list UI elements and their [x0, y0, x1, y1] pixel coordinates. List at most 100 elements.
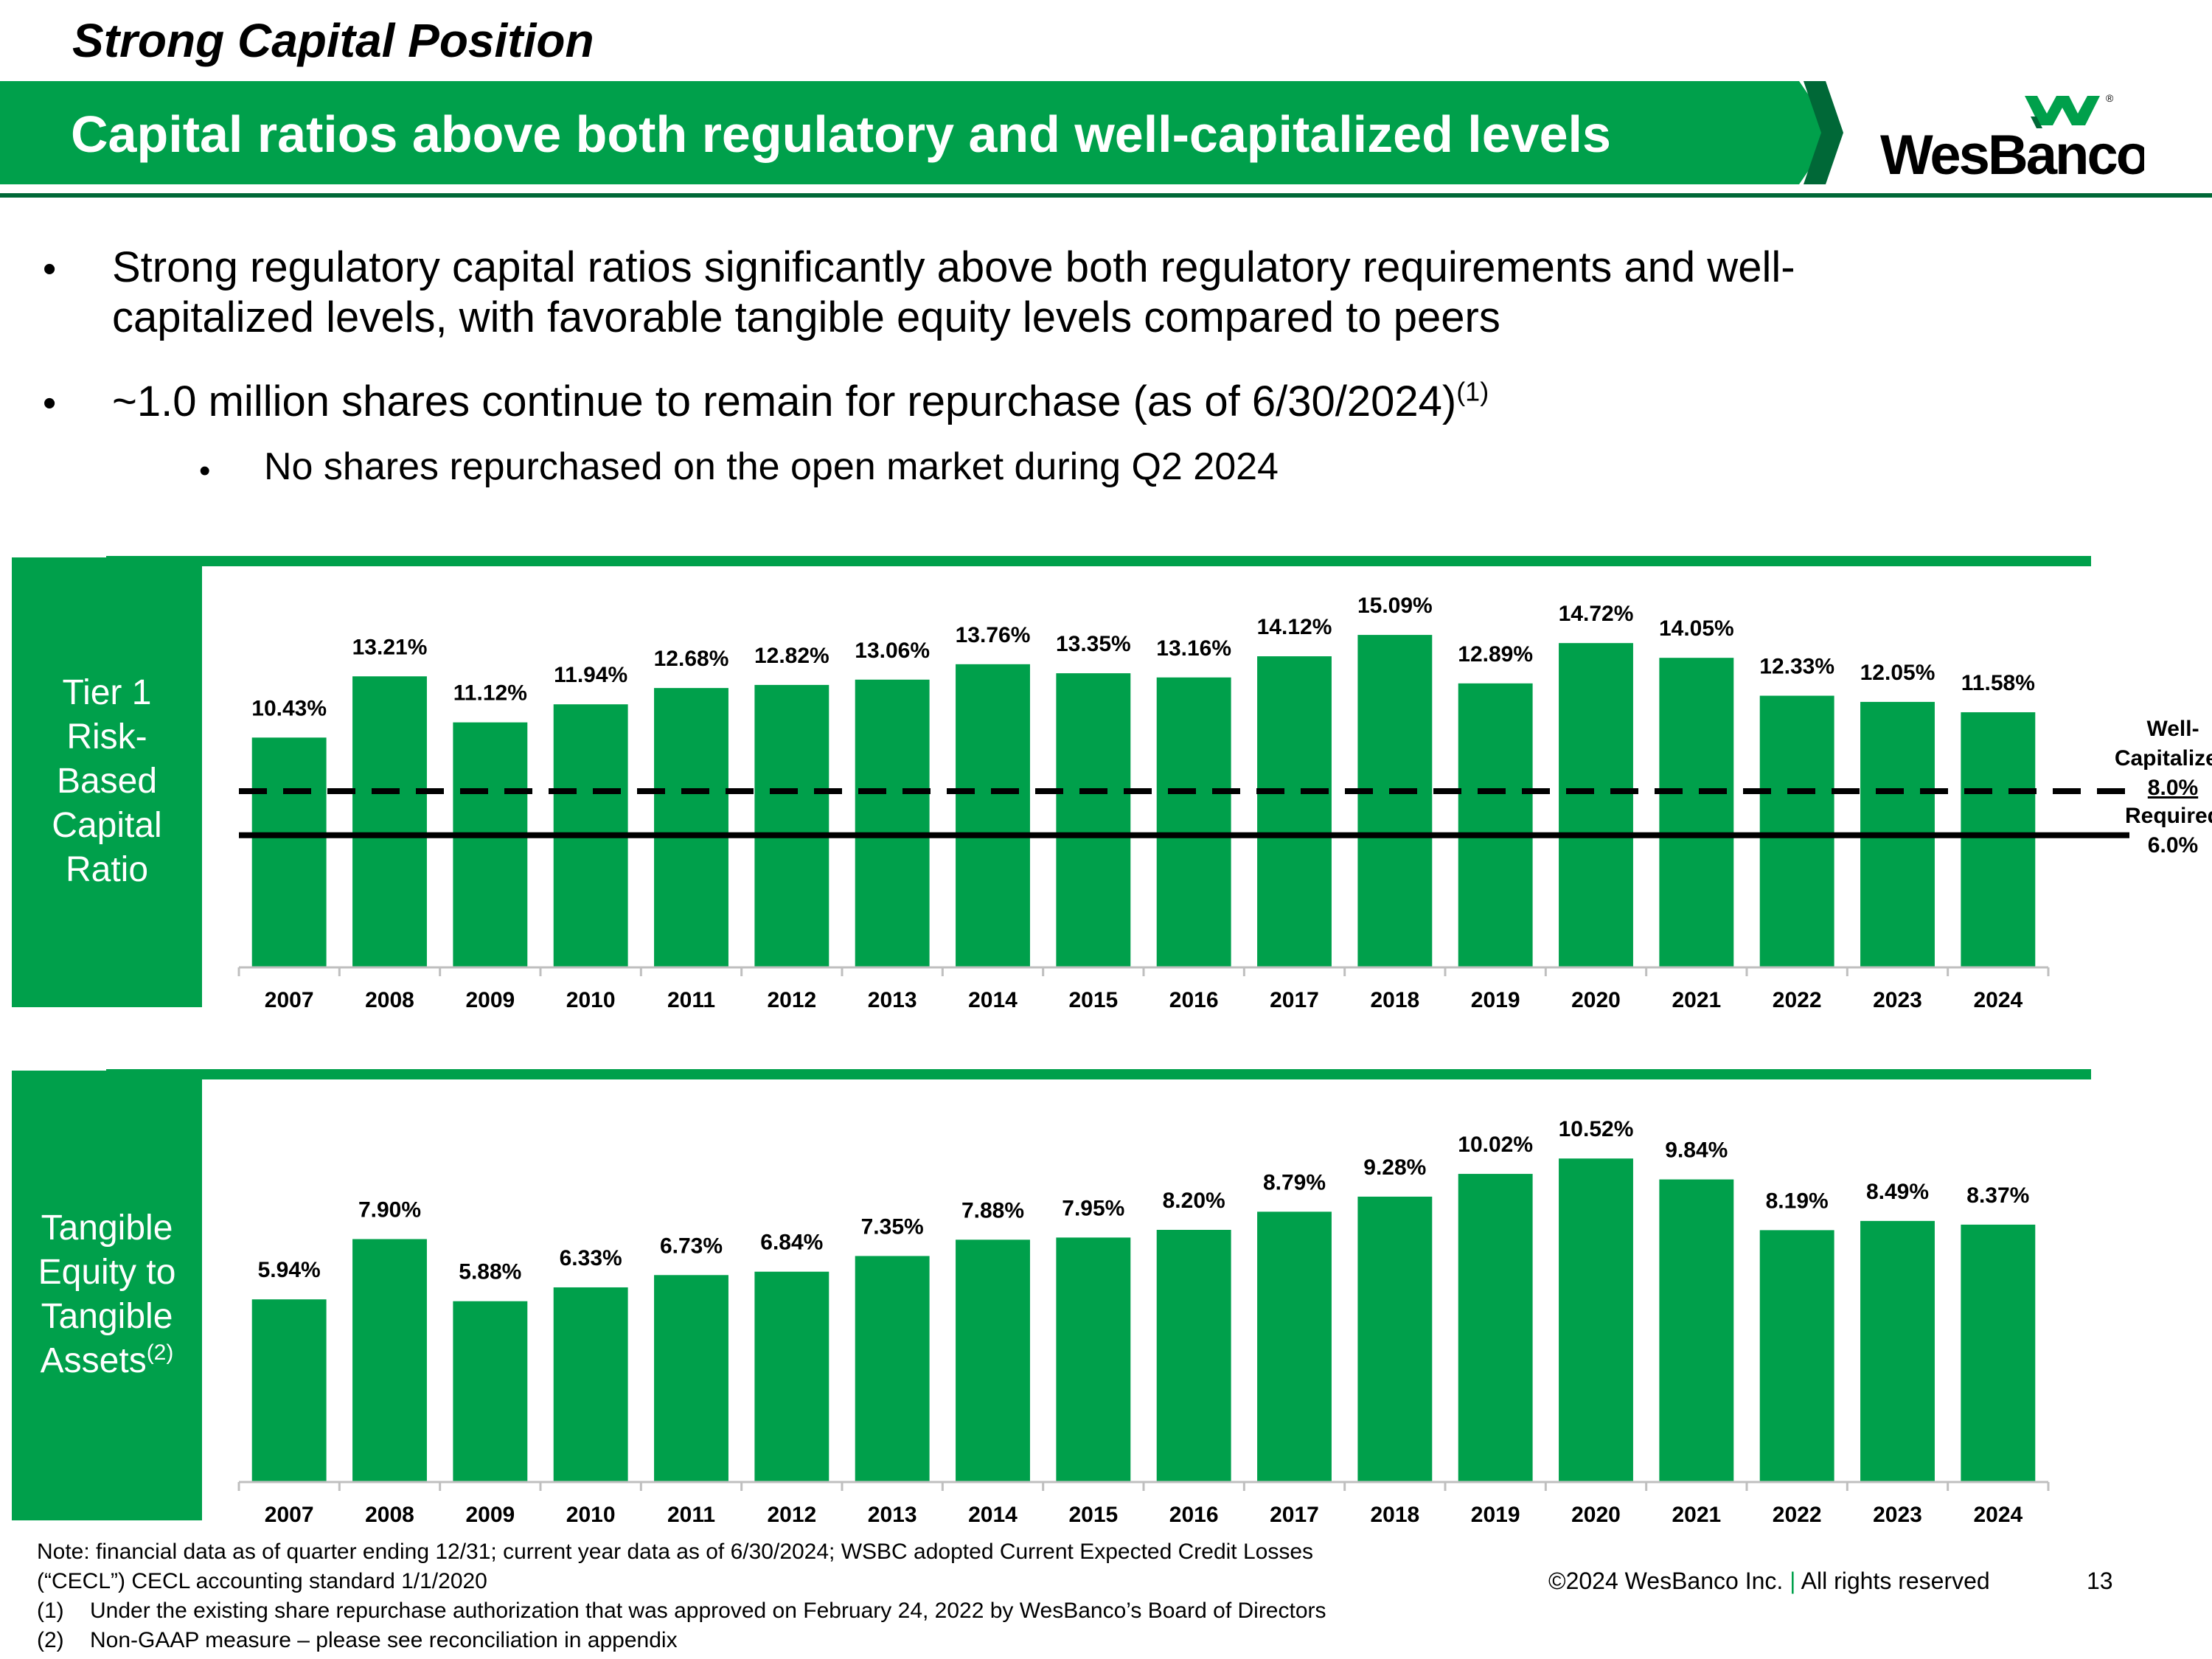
x-tick-label: 2016 [1169, 988, 1219, 1012]
chart1-label-line: Capital [52, 806, 162, 845]
x-tick-label: 2009 [465, 1503, 515, 1527]
reference-line-label: Well- [2146, 717, 2199, 741]
chart2-top-rule [106, 1069, 2091, 1079]
chart2-label-line: Equity to [38, 1253, 176, 1292]
bar [1156, 677, 1231, 967]
bar [1257, 656, 1332, 967]
sub-bullet-1: No shares repurchased on the open market… [264, 445, 1279, 488]
x-tick-label: 2008 [365, 988, 414, 1012]
bullet-1-line-2: capitalized levels, with favorable tangi… [112, 293, 1500, 341]
x-tick-label: 2012 [767, 988, 816, 1012]
data-label: 9.84% [1665, 1138, 1728, 1163]
x-tick-label: 2007 [265, 1503, 314, 1527]
bar [1056, 673, 1131, 967]
chart2-label-line: Tangible [41, 1208, 173, 1248]
data-label: 7.35% [861, 1214, 924, 1239]
bar [251, 737, 327, 967]
data-label: 12.68% [654, 647, 729, 671]
bar [352, 1239, 427, 1482]
page-number: 13 [2087, 1568, 2113, 1594]
x-tick-label: 2012 [767, 1503, 816, 1527]
x-tick-label: 2020 [1571, 1503, 1621, 1527]
bar [1659, 658, 1734, 967]
data-label: 8.37% [1966, 1183, 2029, 1208]
slide-title: Capital ratios above both regulatory and… [71, 105, 1611, 163]
x-tick-label: 2017 [1270, 988, 1319, 1012]
x-tick-label: 2019 [1471, 988, 1520, 1012]
bar [1759, 1230, 1834, 1482]
chart2-label-footnote-ref: (2) [146, 1340, 174, 1365]
bar [251, 1299, 327, 1482]
logo-registered-mark: ® [2106, 92, 2114, 104]
x-tick-label: 2018 [1370, 988, 1419, 1012]
bar [1659, 1179, 1734, 1482]
data-label: 12.89% [1458, 642, 1533, 667]
x-tick-label: 2009 [465, 988, 515, 1012]
x-tick-label: 2020 [1571, 988, 1621, 1012]
chart1-panel-label: Tier 1 Risk- Based Capital Ratio [12, 557, 202, 1007]
bar [654, 1275, 728, 1482]
x-tick-label: 2022 [1773, 988, 1822, 1012]
reference-line-label: 6.0% [2148, 833, 2198, 858]
bar [453, 1301, 528, 1482]
x-tick-label: 2015 [1068, 988, 1118, 1012]
slide-subtitle: Strong Capital Position [72, 14, 594, 67]
data-label: 10.43% [251, 696, 327, 720]
data-label: 7.95% [1062, 1196, 1124, 1220]
x-tick-label: 2010 [566, 988, 616, 1012]
bar [1860, 1220, 1935, 1482]
chart2-label-line: Tangible [41, 1297, 173, 1336]
data-label: 13.35% [1056, 632, 1131, 656]
x-tick-label: 2007 [265, 988, 314, 1012]
data-label: 10.52% [1559, 1117, 1634, 1141]
x-tick-label: 2014 [968, 1503, 1018, 1527]
x-tick-label: 2023 [1873, 1503, 1922, 1527]
bullet-2-footnote-ref: (1) [1456, 376, 1489, 407]
chart2-panel-label: Tangible Equity to Tangible Assets(2) [12, 1071, 202, 1520]
x-tick-label: 2013 [868, 988, 917, 1012]
data-label: 12.82% [754, 644, 830, 668]
data-label: 6.73% [660, 1234, 723, 1258]
bar [1458, 683, 1533, 967]
bullet-2: ~1.0 million shares continue to remain f… [112, 378, 1489, 426]
bar [1056, 1237, 1131, 1482]
data-label: 8.20% [1163, 1189, 1225, 1213]
data-label: 8.79% [1263, 1170, 1326, 1194]
footer-note-line-1: Note: financial data as of quarter endin… [37, 1540, 1314, 1564]
data-label: 12.33% [1759, 655, 1834, 679]
chart1-label-line: Ratio [65, 850, 149, 889]
x-tick-label: 2014 [968, 988, 1018, 1012]
logo-mark-icon [2025, 96, 2100, 128]
chart1-label-line: Risk- [66, 717, 147, 757]
bar [1759, 695, 1834, 967]
bar [553, 1287, 628, 1482]
x-tick-label: 2013 [868, 1503, 917, 1527]
footer-note-line-2: (“CECL”) CECL accounting standard 1/1/20… [37, 1569, 487, 1593]
x-tick-label: 2015 [1068, 1503, 1118, 1527]
bar [1559, 643, 1633, 967]
wesbanco-logo: WesBanco ® [1880, 92, 2144, 183]
bullet-1-line-1: Strong regulatory capital ratios signifi… [112, 243, 1795, 291]
data-label: 14.72% [1559, 602, 1634, 626]
data-label: 13.16% [1156, 636, 1231, 661]
bar [1961, 712, 2036, 967]
data-label: 13.21% [352, 635, 428, 659]
x-tick-label: 2023 [1873, 988, 1922, 1012]
x-tick-label: 2024 [1973, 1503, 2023, 1527]
chart2-label-line: Assets(2) [40, 1340, 174, 1380]
x-tick-label: 2011 [667, 1503, 715, 1527]
reference-line-label: 8.0% [2148, 776, 2198, 800]
chart1-label-line: Based [56, 762, 158, 801]
bullet-marker: • [43, 382, 57, 425]
bar [1357, 635, 1433, 967]
data-label: 14.05% [1659, 616, 1734, 641]
bar [1156, 1229, 1231, 1482]
data-label: 12.05% [1860, 661, 1935, 685]
bar [1458, 1174, 1533, 1482]
bar [754, 1271, 830, 1482]
x-tick-label: 2019 [1471, 1503, 1520, 1527]
data-label: 11.12% [453, 681, 527, 706]
data-label: 10.02% [1458, 1133, 1533, 1157]
bar [956, 1239, 1030, 1482]
